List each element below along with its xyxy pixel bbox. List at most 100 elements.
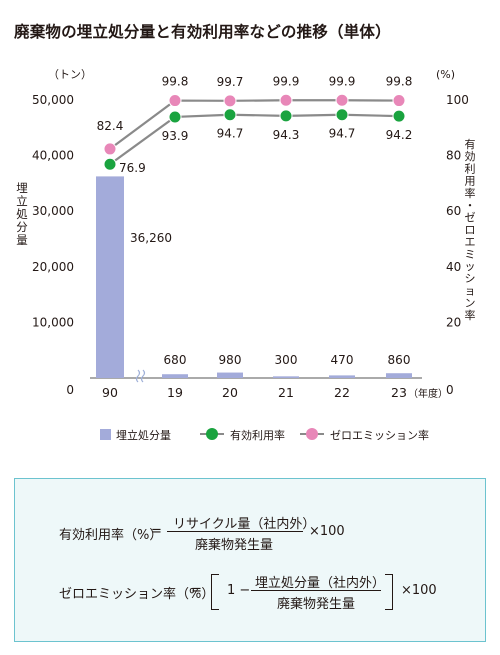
point-value-label: 94.7 — [329, 127, 356, 141]
right-axis-title-char: 率 — [465, 186, 476, 200]
left-tick-label: 20,000 — [32, 260, 74, 274]
point-value-label: 94.7 — [217, 127, 244, 141]
right-tick-label: 0 — [446, 383, 454, 397]
formula1-times100: ×100 — [309, 524, 345, 539]
right-axis-unit: (%) — [436, 68, 455, 81]
point-value-label: 99.8 — [162, 75, 189, 89]
formula1-fraction-line — [167, 531, 303, 532]
formula1-numerator: リサイクル量（社内外） — [173, 517, 316, 532]
legend-bar-swatch — [100, 429, 111, 440]
bar-value-label: 860 — [388, 353, 411, 367]
x-tick-label: 22 — [334, 385, 350, 400]
right-tick-label: 20 — [446, 315, 461, 329]
right-axis-title-char: 率 — [465, 308, 476, 322]
point-value-label: 94.3 — [273, 128, 300, 142]
right-tick-label: 100 — [446, 93, 469, 107]
left-axis-title: 埋立処分量 — [16, 181, 28, 247]
left-axis-title-char: 埋 — [16, 181, 28, 195]
right-axis-title-char: 用 — [465, 175, 476, 188]
point-value-label: 99.9 — [329, 74, 356, 88]
right-axis-title-char: シ — [465, 272, 476, 285]
left-tick-label: 40,000 — [32, 149, 74, 163]
bar — [273, 376, 299, 378]
right-axis-title-char: 効 — [465, 149, 476, 163]
formula2-one-minus: 1 − — [227, 583, 251, 598]
right-tick-label: 80 — [446, 149, 461, 163]
bar — [217, 372, 243, 378]
point-value-label: 82.4 — [97, 119, 124, 133]
right-axis-title-char: ョ — [465, 284, 476, 297]
formula2-equals: = — [191, 583, 202, 598]
legend: 埋立処分量 有効利用率 ゼロエミッション率 — [100, 428, 429, 442]
point-value-label: 93.9 — [162, 129, 189, 143]
point-value-label: 94.2 — [386, 128, 413, 142]
point-value-label: 99.8 — [386, 75, 413, 89]
right-tick-label: 60 — [446, 204, 461, 218]
series-point — [223, 94, 237, 108]
series-point — [279, 109, 293, 123]
formula2-fraction-line — [251, 590, 381, 591]
formula2-right-bracket — [385, 574, 393, 610]
point-value-label: 99.7 — [217, 75, 244, 89]
right-axis-title-char: 有 — [465, 137, 476, 151]
legend-series-label: 有効利用率 — [230, 428, 285, 442]
formula1-denominator: 廃棄物発生量 — [195, 538, 274, 553]
point-value-label: 76.9 — [119, 161, 146, 175]
right-axis-title-char: エ — [465, 236, 476, 249]
page-title: 廃棄物の埋立処分量と有効利用率などの推移（単体） — [14, 23, 391, 41]
series-line — [109, 99, 400, 150]
left-tick-label: 10,000 — [32, 315, 74, 329]
formula2-label: ゼロエミッション率（%） — [59, 587, 215, 602]
left-axis-title-char: 処 — [16, 207, 28, 221]
left-tick-label: 30,000 — [32, 204, 74, 218]
series-point — [168, 94, 182, 108]
legend-bar-label: 埋立処分量 — [116, 428, 171, 442]
legend-marker — [306, 428, 318, 440]
bar — [386, 373, 412, 378]
series-line — [109, 113, 400, 166]
x-tick-label: 90 — [102, 385, 118, 400]
formula1-equals: = — [151, 524, 162, 539]
formula2-times100: ×100 — [401, 583, 437, 598]
formula2-denominator: 廃棄物発生量 — [277, 597, 356, 612]
bar-value-label: 980 — [219, 353, 242, 367]
bar-value-label: 36,260 — [130, 231, 172, 245]
formula2-left-bracket — [211, 574, 219, 610]
axis-break-mark — [135, 369, 146, 383]
series-point — [103, 157, 117, 171]
left-axis-title-char: 分 — [16, 220, 28, 234]
right-axis-title-char: ・ — [465, 199, 476, 212]
x-unit-label: （年度） — [408, 387, 448, 400]
legend-marker — [206, 428, 218, 440]
x-tick-label: 23 — [391, 385, 407, 400]
x-tick-label: 21 — [278, 385, 294, 400]
right-tick-label: 40 — [446, 260, 461, 274]
left-tick-label: 50,000 — [32, 93, 74, 107]
left-axis-title-char: 量 — [16, 233, 28, 247]
series-point — [103, 142, 117, 156]
right-axis-title-char: ッ — [465, 260, 476, 273]
series-point — [223, 108, 237, 122]
point-value-label: 99.9 — [273, 74, 300, 88]
right-axis-title-char: ゼ — [465, 211, 476, 224]
right-axis-title-char: 利 — [465, 162, 476, 175]
left-axis-unit: （トン） — [48, 68, 92, 81]
series-point — [392, 94, 406, 108]
series-point — [335, 108, 349, 122]
formula2-numerator: 埋立処分量（社内外） — [255, 576, 386, 591]
right-axis-title: 有効利用率・ゼロエミッション率 — [465, 137, 476, 322]
right-axis-title-char: ミ — [465, 248, 476, 261]
right-axis-title-char: ロ — [465, 223, 476, 236]
series-point — [168, 110, 182, 124]
chart: （トン） (%) 埋立処分量 有効利用率・ゼロエミッション率 010,00020… — [16, 68, 476, 442]
bar-value-label: 680 — [164, 353, 187, 367]
bar — [96, 176, 124, 378]
x-tick-label: 19 — [167, 385, 183, 400]
series-point — [335, 93, 349, 107]
right-axis-title-char: ン — [465, 297, 476, 310]
formula-box: 有効利用率（%） = リサイクル量（社内外） 廃棄物発生量 ×100 ゼロエミッ… — [14, 478, 486, 642]
left-axis-title-char: 立 — [16, 194, 28, 208]
formula1-label: 有効利用率（%） — [59, 528, 163, 543]
left-tick-label: 0 — [66, 383, 74, 397]
bar — [329, 375, 355, 378]
